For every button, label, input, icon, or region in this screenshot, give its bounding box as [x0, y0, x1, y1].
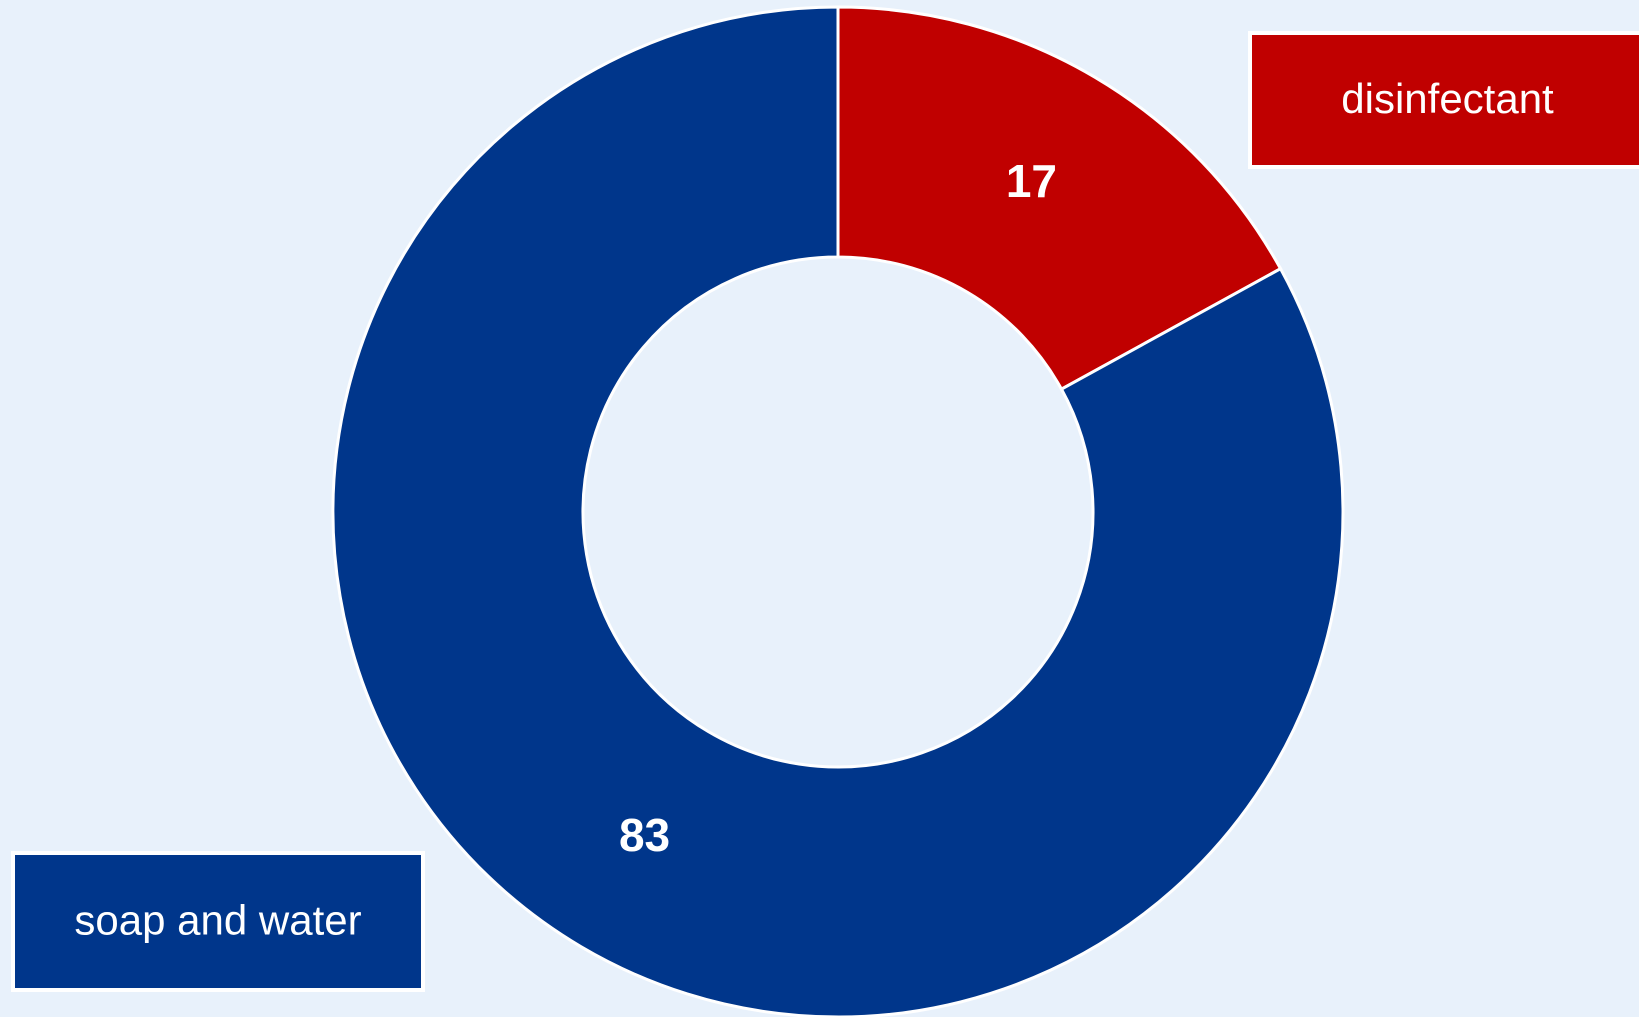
category-label-box	[1248, 31, 1639, 169]
data-label: 83	[619, 809, 670, 861]
donut-slice	[836, 5, 1283, 392]
category-label: soap and water	[74, 897, 361, 944]
data-label: 17	[1006, 155, 1057, 207]
category-label: disinfectant	[1341, 75, 1554, 122]
donut-slice	[331, 5, 1345, 1017]
category-label-box	[11, 851, 425, 992]
